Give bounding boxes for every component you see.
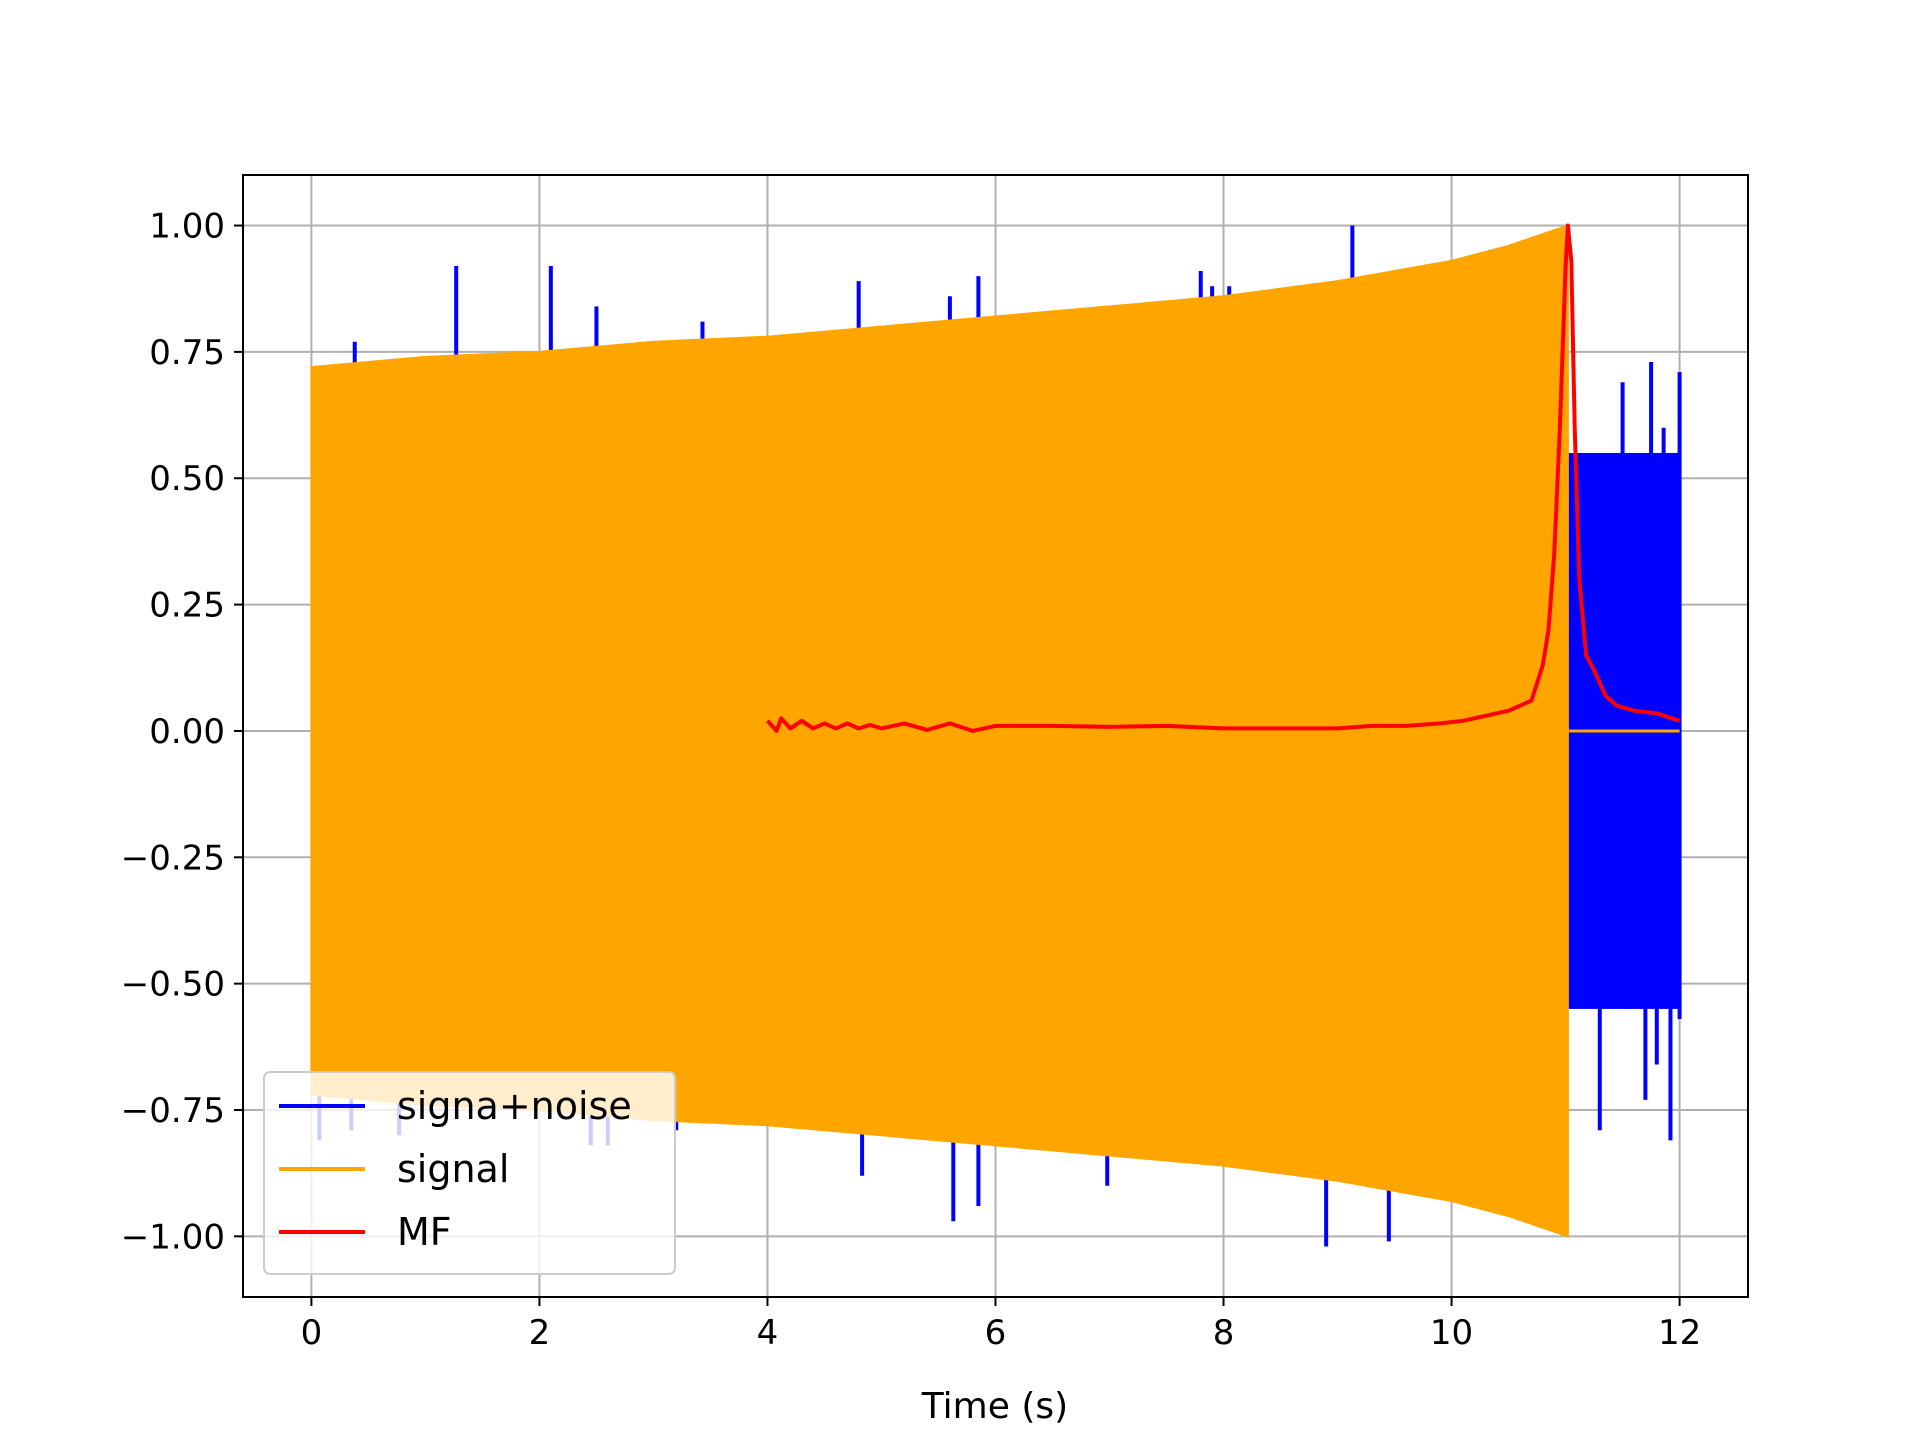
x-tick-label: 6 xyxy=(985,1313,1007,1353)
y-tick-label: 0.00 xyxy=(149,712,225,752)
x-tick-label: 0 xyxy=(301,1313,323,1353)
y-tick-label: −1.00 xyxy=(121,1217,225,1257)
series-mf-line xyxy=(766,223,1681,733)
ticks: 0 2 4 6 8 10 12 1.00 0.75 0.50 0.25 0.00 −0.25 −0.50 −… xyxy=(121,207,1701,1353)
y-tick-label: 0.25 xyxy=(149,586,225,626)
legend-entry: signal xyxy=(397,1147,509,1191)
y-tick-label: −0.25 xyxy=(121,838,225,878)
series-signal-band xyxy=(310,224,1569,1238)
legend-entry: signa+noise xyxy=(397,1084,632,1128)
y-tick-label: −0.75 xyxy=(121,1091,225,1131)
x-tick-label: 12 xyxy=(1658,1313,1701,1353)
x-tick-label: 10 xyxy=(1430,1313,1473,1353)
x-tick-label: 8 xyxy=(1213,1313,1235,1353)
legend-box xyxy=(263,1071,676,1275)
y-tick-label: 0.75 xyxy=(149,333,225,373)
y-tick-label: 1.00 xyxy=(149,207,225,247)
x-tick-label: 2 xyxy=(529,1313,551,1353)
x-tick-label: 4 xyxy=(757,1313,779,1353)
legend: signa+noise signal MF xyxy=(263,1071,676,1275)
x-axis-label: Time (s) xyxy=(921,1386,1068,1427)
legend-entry: MF xyxy=(397,1210,452,1254)
y-tick-label: 0.50 xyxy=(149,459,225,499)
y-tick-label: −0.50 xyxy=(121,965,225,1005)
